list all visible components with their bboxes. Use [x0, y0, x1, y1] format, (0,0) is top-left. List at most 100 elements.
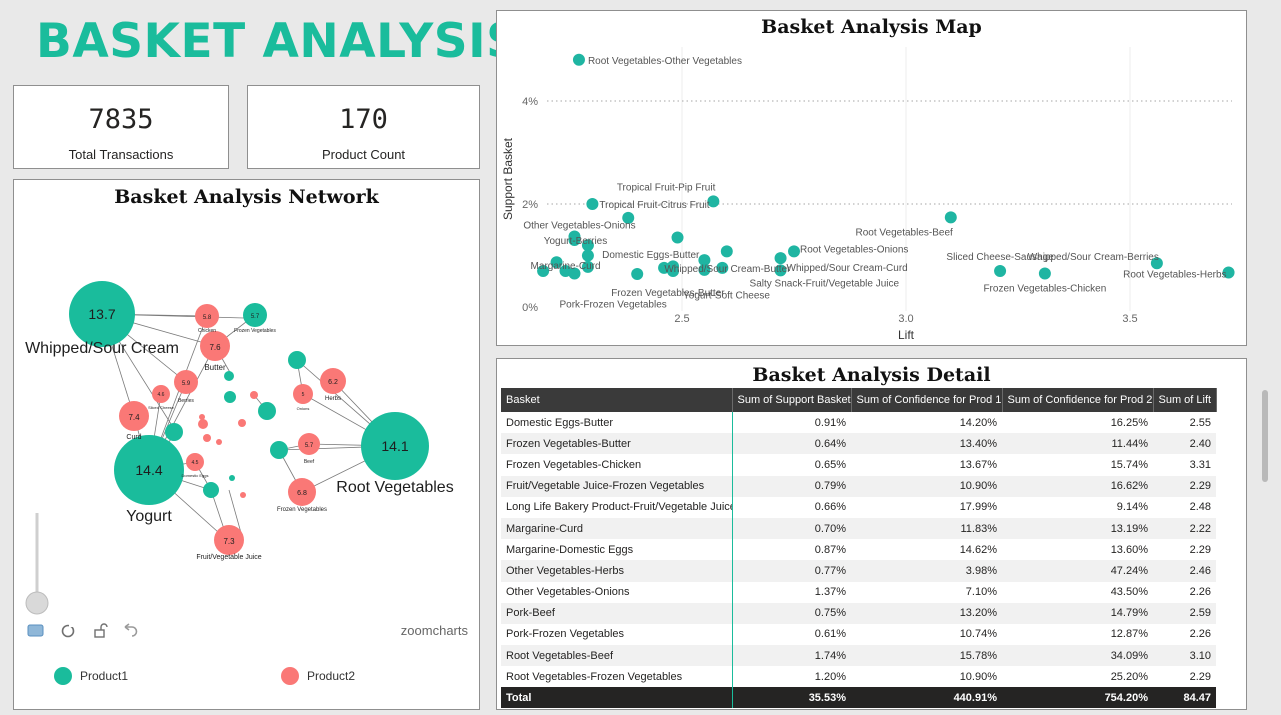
x-axis: 2.5 3.0 3.5	[674, 313, 1137, 325]
scatter-point[interactable]	[707, 195, 720, 208]
image-icon[interactable]	[27, 624, 44, 637]
node-small[interactable]	[238, 419, 246, 427]
scatter-point[interactable]	[631, 268, 644, 281]
node-frozen-vegetables-p1[interactable]	[243, 303, 267, 327]
column-header[interactable]: Sum of Confidence for Prod 1	[851, 388, 1003, 412]
value-cell: 11.83%	[851, 517, 1002, 540]
node-sliced-cheese[interactable]	[152, 385, 170, 403]
column-header[interactable]: Sum of Lift	[1153, 388, 1217, 412]
basket-cell: Root Vegetables-Frozen Vegetables	[501, 666, 733, 688]
value-cell: 0.61%	[814, 628, 846, 641]
network-graph[interactable]: 13.7 14.4 14.1 7.6 7.4 7.3 6.8 6.2 5.9 5…	[14, 180, 479, 709]
node-whipped-sour-cream[interactable]	[69, 281, 135, 347]
node-root-vegetables[interactable]	[361, 412, 429, 480]
node-small[interactable]	[198, 419, 208, 429]
network-panel[interactable]: Basket Analysis Network	[13, 179, 480, 710]
legend-swatch-product1[interactable]	[54, 667, 72, 685]
legend-swatch-product2[interactable]	[281, 667, 299, 685]
unlock-icon[interactable]	[94, 623, 108, 638]
scatter-point[interactable]	[581, 239, 594, 252]
table-row[interactable]: Domestic Eggs-Butter 0.91% 14.20% 16.25% 2.5…	[501, 412, 1216, 434]
scatter-point[interactable]	[774, 264, 787, 277]
node-domestic-eggs[interactable]	[186, 453, 204, 471]
undo-icon[interactable]	[124, 623, 138, 637]
table-row[interactable]: Root Vegetables-Frozen Vegetables 1.20% 10…	[501, 666, 1216, 688]
map-panel[interactable]: Basket Analysis Map 4% 2% 0% 2.5 3.0 3.5…	[496, 10, 1247, 346]
value-cell: 0.70%	[732, 517, 851, 540]
node-fruit-vegetable-juice[interactable]	[214, 525, 244, 555]
node-small[interactable]	[199, 414, 205, 420]
scatter-point[interactable]	[994, 264, 1007, 277]
node-curd[interactable]	[119, 401, 149, 431]
column-header[interactable]: Sum of Support Basket	[732, 388, 852, 412]
node-beef[interactable]	[298, 433, 320, 455]
kpi-card-products[interactable]: 170 Product Count	[247, 85, 480, 169]
table-row[interactable]: Other Vegetables-Onions 1.37% 7.10% 43.50% 2…	[501, 581, 1216, 603]
node-small[interactable]	[165, 423, 183, 441]
table-row[interactable]: Fruit/Vegetable Juice-Frozen Vegetables 0…	[501, 475, 1216, 497]
scatter-point[interactable]	[720, 245, 733, 258]
scatter-point[interactable]	[581, 249, 594, 262]
node-frozen-vegetables-p2[interactable]	[288, 478, 316, 506]
scatter-point[interactable]	[716, 261, 729, 274]
table-row[interactable]: Long Life Bakery Product-Fruit/Vegetable…	[501, 496, 1216, 518]
node-small[interactable]	[229, 475, 235, 481]
scatter-point[interactable]	[1222, 266, 1235, 279]
table-row[interactable]: Frozen Vegetables-Chicken 0.65% 13.67% 15.7…	[501, 454, 1216, 476]
column-header[interactable]: Sum of Confidence for Prod 2	[1002, 388, 1154, 412]
node-small[interactable]	[240, 492, 246, 498]
node-small[interactable]	[288, 351, 306, 369]
detail-panel[interactable]: Basket Analysis Detail Basket Sum of Sup…	[496, 358, 1247, 710]
node-berries[interactable]	[174, 370, 198, 394]
node-value: 5.9	[182, 381, 191, 387]
scatter-point[interactable]	[537, 264, 550, 277]
node-small[interactable]	[258, 402, 276, 420]
node-yogurt[interactable]	[114, 435, 184, 505]
scatter-point[interactable]	[568, 267, 581, 280]
scatter-point[interactable]	[671, 231, 684, 244]
node-small[interactable]	[203, 434, 211, 442]
node-onions[interactable]	[293, 384, 313, 404]
node-small[interactable]	[224, 371, 234, 381]
node-butter[interactable]	[200, 331, 230, 361]
table-row[interactable]: Margarine-Curd 0.70% 11.83% 13.19% 2.22	[501, 517, 1216, 540]
scatter-point[interactable]	[1150, 257, 1163, 270]
scatter-point[interactable]	[667, 260, 680, 273]
scatter-point[interactable]	[698, 254, 711, 267]
scatter-point[interactable]	[568, 234, 581, 247]
table-row[interactable]: Pork-Beef 0.75% 13.20% 14.79% 2.59	[501, 602, 1216, 624]
node-herbs[interactable]	[320, 368, 346, 394]
node-small[interactable]	[216, 439, 222, 445]
table-row[interactable]: Pork-Frozen Vegetables 0.61% 10.74% 12.87% 2…	[501, 623, 1216, 646]
slider-handle[interactable]	[25, 591, 49, 615]
scatter-point[interactable]	[944, 211, 957, 224]
table-row[interactable]: Frozen Vegetables-Butter 0.64% 13.40% 11.44…	[501, 433, 1216, 455]
scatter-chart[interactable]: 4% 2% 0% 2.5 3.0 3.5 Lift Support Basket…	[497, 11, 1246, 345]
point-label: Domestic Eggs-Butter	[602, 250, 700, 261]
table-row[interactable]: Root Vegetables-Beef 1.74% 15.78% 34.09% 3.1…	[501, 645, 1216, 667]
scatter-point[interactable]	[774, 252, 787, 265]
node-small[interactable]	[250, 391, 258, 399]
node-small[interactable]	[270, 441, 288, 459]
scatter-point[interactable]	[698, 263, 711, 276]
scatter-point[interactable]	[586, 198, 599, 210]
node-small[interactable]	[203, 482, 219, 498]
basket-cell: Margarine-Domestic Eggs	[501, 539, 733, 561]
x-tick-label: 2.5	[674, 313, 689, 325]
scatter-point[interactable]	[581, 260, 594, 273]
scatter-point[interactable]	[1038, 267, 1051, 280]
scatter-point[interactable]	[788, 245, 800, 258]
scatter-point[interactable]	[572, 53, 585, 66]
node-small[interactable]	[224, 391, 236, 403]
table-row[interactable]: Other Vegetables-Herbs 0.77% 3.98% 47.24% 2.…	[501, 560, 1216, 582]
column-header[interactable]: Basket	[501, 388, 733, 412]
zoom-slider[interactable]	[25, 513, 49, 615]
refresh-icon[interactable]	[61, 623, 75, 638]
kpi-card-transactions[interactable]: 7835 Total Transactions	[13, 85, 229, 169]
scatter-point[interactable]	[550, 256, 563, 269]
legend-label-product1: Product1	[80, 669, 128, 683]
table-scrollbar[interactable]	[1262, 390, 1268, 482]
scatter-point[interactable]	[622, 211, 635, 224]
table-row[interactable]: Margarine-Domestic Eggs 0.87% 14.62% 13.60%…	[501, 539, 1216, 561]
node-chicken[interactable]	[195, 304, 219, 328]
